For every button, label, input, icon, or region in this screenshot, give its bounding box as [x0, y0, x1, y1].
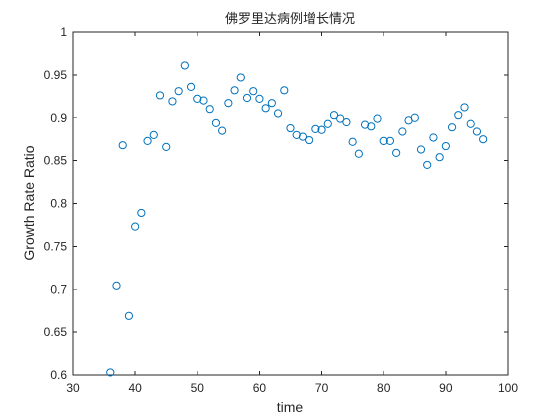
data-point	[155, 91, 165, 100]
x-tick-label: 70	[315, 381, 329, 395]
y-tick-label: 0.95	[44, 68, 68, 82]
data-point	[298, 132, 308, 141]
data-point	[329, 111, 339, 120]
y-tick-label: 0.65	[44, 325, 68, 339]
data-point	[162, 142, 171, 152]
data-point	[460, 103, 469, 112]
data-point	[367, 122, 376, 131]
data-point	[286, 123, 295, 133]
data-point	[360, 120, 370, 129]
data-point	[379, 136, 388, 146]
data-point	[273, 109, 283, 118]
data-point	[479, 135, 488, 144]
data-point	[336, 114, 345, 123]
y-axis-label: Growth Rate Ratio	[21, 145, 37, 260]
data-point	[373, 114, 382, 123]
data-point	[249, 87, 258, 96]
data-point	[429, 133, 438, 142]
data-point	[416, 145, 426, 154]
data-point	[149, 130, 158, 139]
data-point	[292, 130, 301, 139]
y-tick-label: 1	[60, 25, 67, 39]
plot-frame	[72, 31, 509, 376]
data-point	[317, 125, 326, 134]
data-point	[466, 119, 475, 128]
x-tick-label: 50	[191, 381, 205, 395]
x-tick-label: 80	[377, 381, 391, 395]
data-point	[205, 105, 214, 114]
data-point	[193, 94, 202, 103]
y-tick-label: 0.85	[44, 154, 68, 168]
data-point	[423, 160, 432, 170]
data-point	[180, 61, 189, 70]
data-point	[385, 136, 395, 146]
data-point	[342, 117, 351, 127]
data-point	[224, 99, 233, 108]
data-points	[106, 61, 488, 377]
data-point	[143, 136, 152, 146]
data-point	[311, 124, 320, 133]
data-point	[410, 113, 419, 122]
data-point	[354, 149, 363, 158]
data-point	[131, 222, 140, 231]
data-point	[454, 111, 463, 120]
x-tick-label: 30	[66, 381, 80, 395]
x-tick-label: 40	[128, 381, 142, 395]
data-point	[211, 118, 221, 127]
data-point	[236, 73, 245, 82]
x-tick-label: 90	[439, 381, 453, 395]
data-point	[261, 104, 270, 113]
data-point	[218, 126, 227, 135]
data-point	[255, 94, 264, 103]
data-point	[112, 281, 121, 290]
data-point	[441, 141, 450, 151]
data-point	[230, 86, 239, 95]
data-point	[242, 93, 252, 103]
data-point	[174, 87, 183, 96]
data-point	[280, 86, 289, 95]
x-tick-label: 100	[498, 381, 518, 395]
data-point	[447, 123, 457, 132]
data-point	[267, 99, 276, 108]
y-tick-label: 0.9	[50, 111, 67, 125]
y-tick-label: 0.75	[44, 239, 68, 253]
data-point	[323, 119, 332, 128]
y-tick-label: 0.8	[50, 197, 67, 211]
data-point	[118, 141, 127, 150]
data-point	[398, 127, 407, 136]
data-point	[348, 137, 357, 146]
data-point	[186, 82, 196, 91]
data-point	[392, 148, 401, 158]
data-point	[124, 311, 134, 320]
data-point	[305, 135, 314, 145]
axes: 30 40 50 60 70 80 90 100 0.6 0.65 0.7 0.75 0.8 0.85 0.…	[44, 25, 519, 395]
data-point	[137, 208, 146, 218]
data-point	[472, 127, 482, 136]
y-tick-label: 0.6	[50, 368, 67, 382]
data-point	[168, 97, 177, 106]
data-point	[435, 153, 444, 162]
data-point	[106, 368, 115, 377]
data-point	[199, 96, 208, 105]
x-axis-label: time	[277, 399, 304, 415]
chart-title: 佛罗里达病例增长情况	[225, 11, 355, 26]
x-tick-label: 60	[253, 381, 267, 395]
y-tick-label: 0.7	[50, 282, 67, 296]
